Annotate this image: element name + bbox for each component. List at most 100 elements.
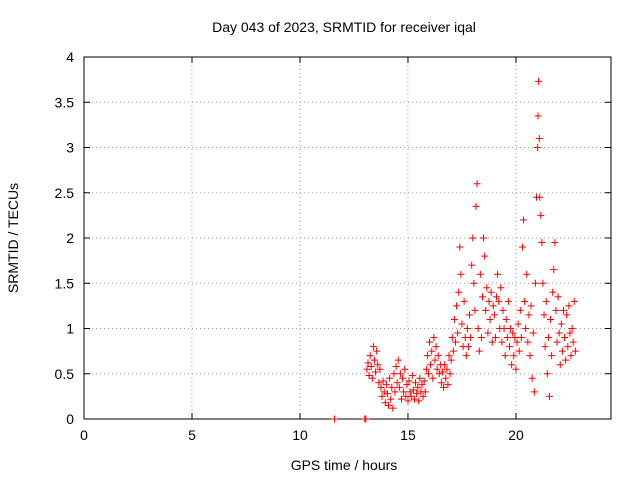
data-point — [545, 392, 553, 400]
grid-lines — [84, 57, 611, 419]
data-point — [463, 325, 471, 332]
data-point — [424, 370, 432, 378]
data-point — [442, 374, 450, 382]
y-tick-label: 3.5 — [55, 94, 75, 110]
data-point — [518, 243, 526, 251]
data-point — [570, 297, 578, 305]
data-point — [531, 279, 539, 287]
data-point — [472, 202, 480, 210]
y-tick-label: 1.5 — [55, 275, 75, 291]
data-point — [568, 325, 576, 332]
y-tick-label: 4 — [66, 49, 74, 65]
data-point — [410, 395, 418, 403]
data-point — [498, 338, 506, 346]
data-point — [515, 347, 523, 355]
data-point — [534, 112, 542, 120]
data-point — [387, 395, 395, 403]
data-point — [373, 347, 381, 355]
data-point — [367, 363, 375, 371]
data-point — [513, 338, 521, 346]
data-point — [405, 377, 413, 385]
data-point — [450, 315, 458, 323]
y-tick-label: 0 — [66, 411, 74, 427]
data-point — [363, 365, 371, 373]
data-point — [419, 392, 427, 400]
data-point — [541, 343, 549, 351]
data-point — [456, 243, 464, 251]
data-point — [446, 370, 454, 378]
data-point — [529, 329, 537, 337]
data-point — [487, 288, 495, 296]
data-point — [440, 383, 448, 391]
data-point — [497, 284, 505, 292]
x-tick-label: 0 — [80, 427, 88, 443]
data-point — [404, 397, 412, 405]
data-point — [454, 329, 462, 337]
data-point — [571, 347, 579, 355]
data-point — [530, 388, 538, 396]
data-point — [414, 383, 422, 391]
data-point — [428, 347, 436, 355]
data-point — [524, 338, 532, 346]
data-point — [366, 352, 374, 360]
data-point — [556, 361, 564, 369]
data-point — [527, 302, 535, 310]
data-point — [566, 329, 574, 337]
data-point — [392, 363, 400, 371]
data-point — [457, 270, 465, 278]
data-point — [388, 383, 396, 391]
data-point — [401, 365, 409, 373]
data-point — [564, 343, 572, 351]
chart-title: Day 043 of 2023, SRMTID for receiver iqa… — [212, 19, 476, 35]
data-point — [509, 329, 517, 337]
x-axis-label: GPS time / hours — [291, 457, 398, 473]
data-point — [364, 359, 372, 367]
data-point — [549, 288, 557, 296]
data-point — [565, 302, 573, 310]
data-point — [535, 77, 543, 85]
data-point — [449, 347, 457, 355]
data-point — [494, 270, 502, 278]
data-point — [555, 329, 563, 337]
x-tick-label: 10 — [292, 427, 308, 443]
data-point — [567, 352, 575, 360]
data-point — [512, 365, 520, 373]
data-point — [520, 216, 528, 224]
data-point — [481, 252, 489, 260]
data-point — [377, 383, 385, 391]
data-point — [517, 334, 525, 342]
data-point — [385, 401, 393, 409]
data-point — [378, 392, 386, 400]
data-point — [490, 311, 498, 319]
x-tick-label: 20 — [508, 427, 524, 443]
data-point — [362, 415, 370, 423]
data-point — [374, 361, 382, 369]
data-point — [516, 306, 524, 314]
plot-frame — [83, 56, 612, 420]
data-point — [439, 368, 447, 376]
data-point — [535, 134, 543, 142]
data-point — [370, 356, 378, 364]
data-point — [435, 370, 443, 378]
data-point — [432, 343, 440, 351]
data-point — [431, 356, 439, 364]
data-point — [368, 374, 376, 382]
data-point — [525, 311, 533, 319]
y-tick-label: 2 — [66, 230, 74, 246]
axis-ticks: 0 5 10 15 20 0 0.5 1 1.5 2 2.5 3 3.5 4 — [55, 49, 611, 443]
data-point — [504, 297, 512, 305]
data-point — [462, 352, 470, 360]
data-point — [478, 293, 486, 301]
data-point — [554, 293, 562, 301]
data-point — [441, 361, 449, 369]
data-point — [489, 302, 497, 310]
data-point — [502, 315, 510, 323]
data-point — [399, 374, 407, 382]
data-point — [391, 388, 399, 396]
data-point — [393, 379, 401, 387]
data-point — [558, 347, 566, 355]
data-point — [470, 279, 478, 287]
data-point — [539, 279, 547, 287]
data-point — [548, 352, 556, 360]
